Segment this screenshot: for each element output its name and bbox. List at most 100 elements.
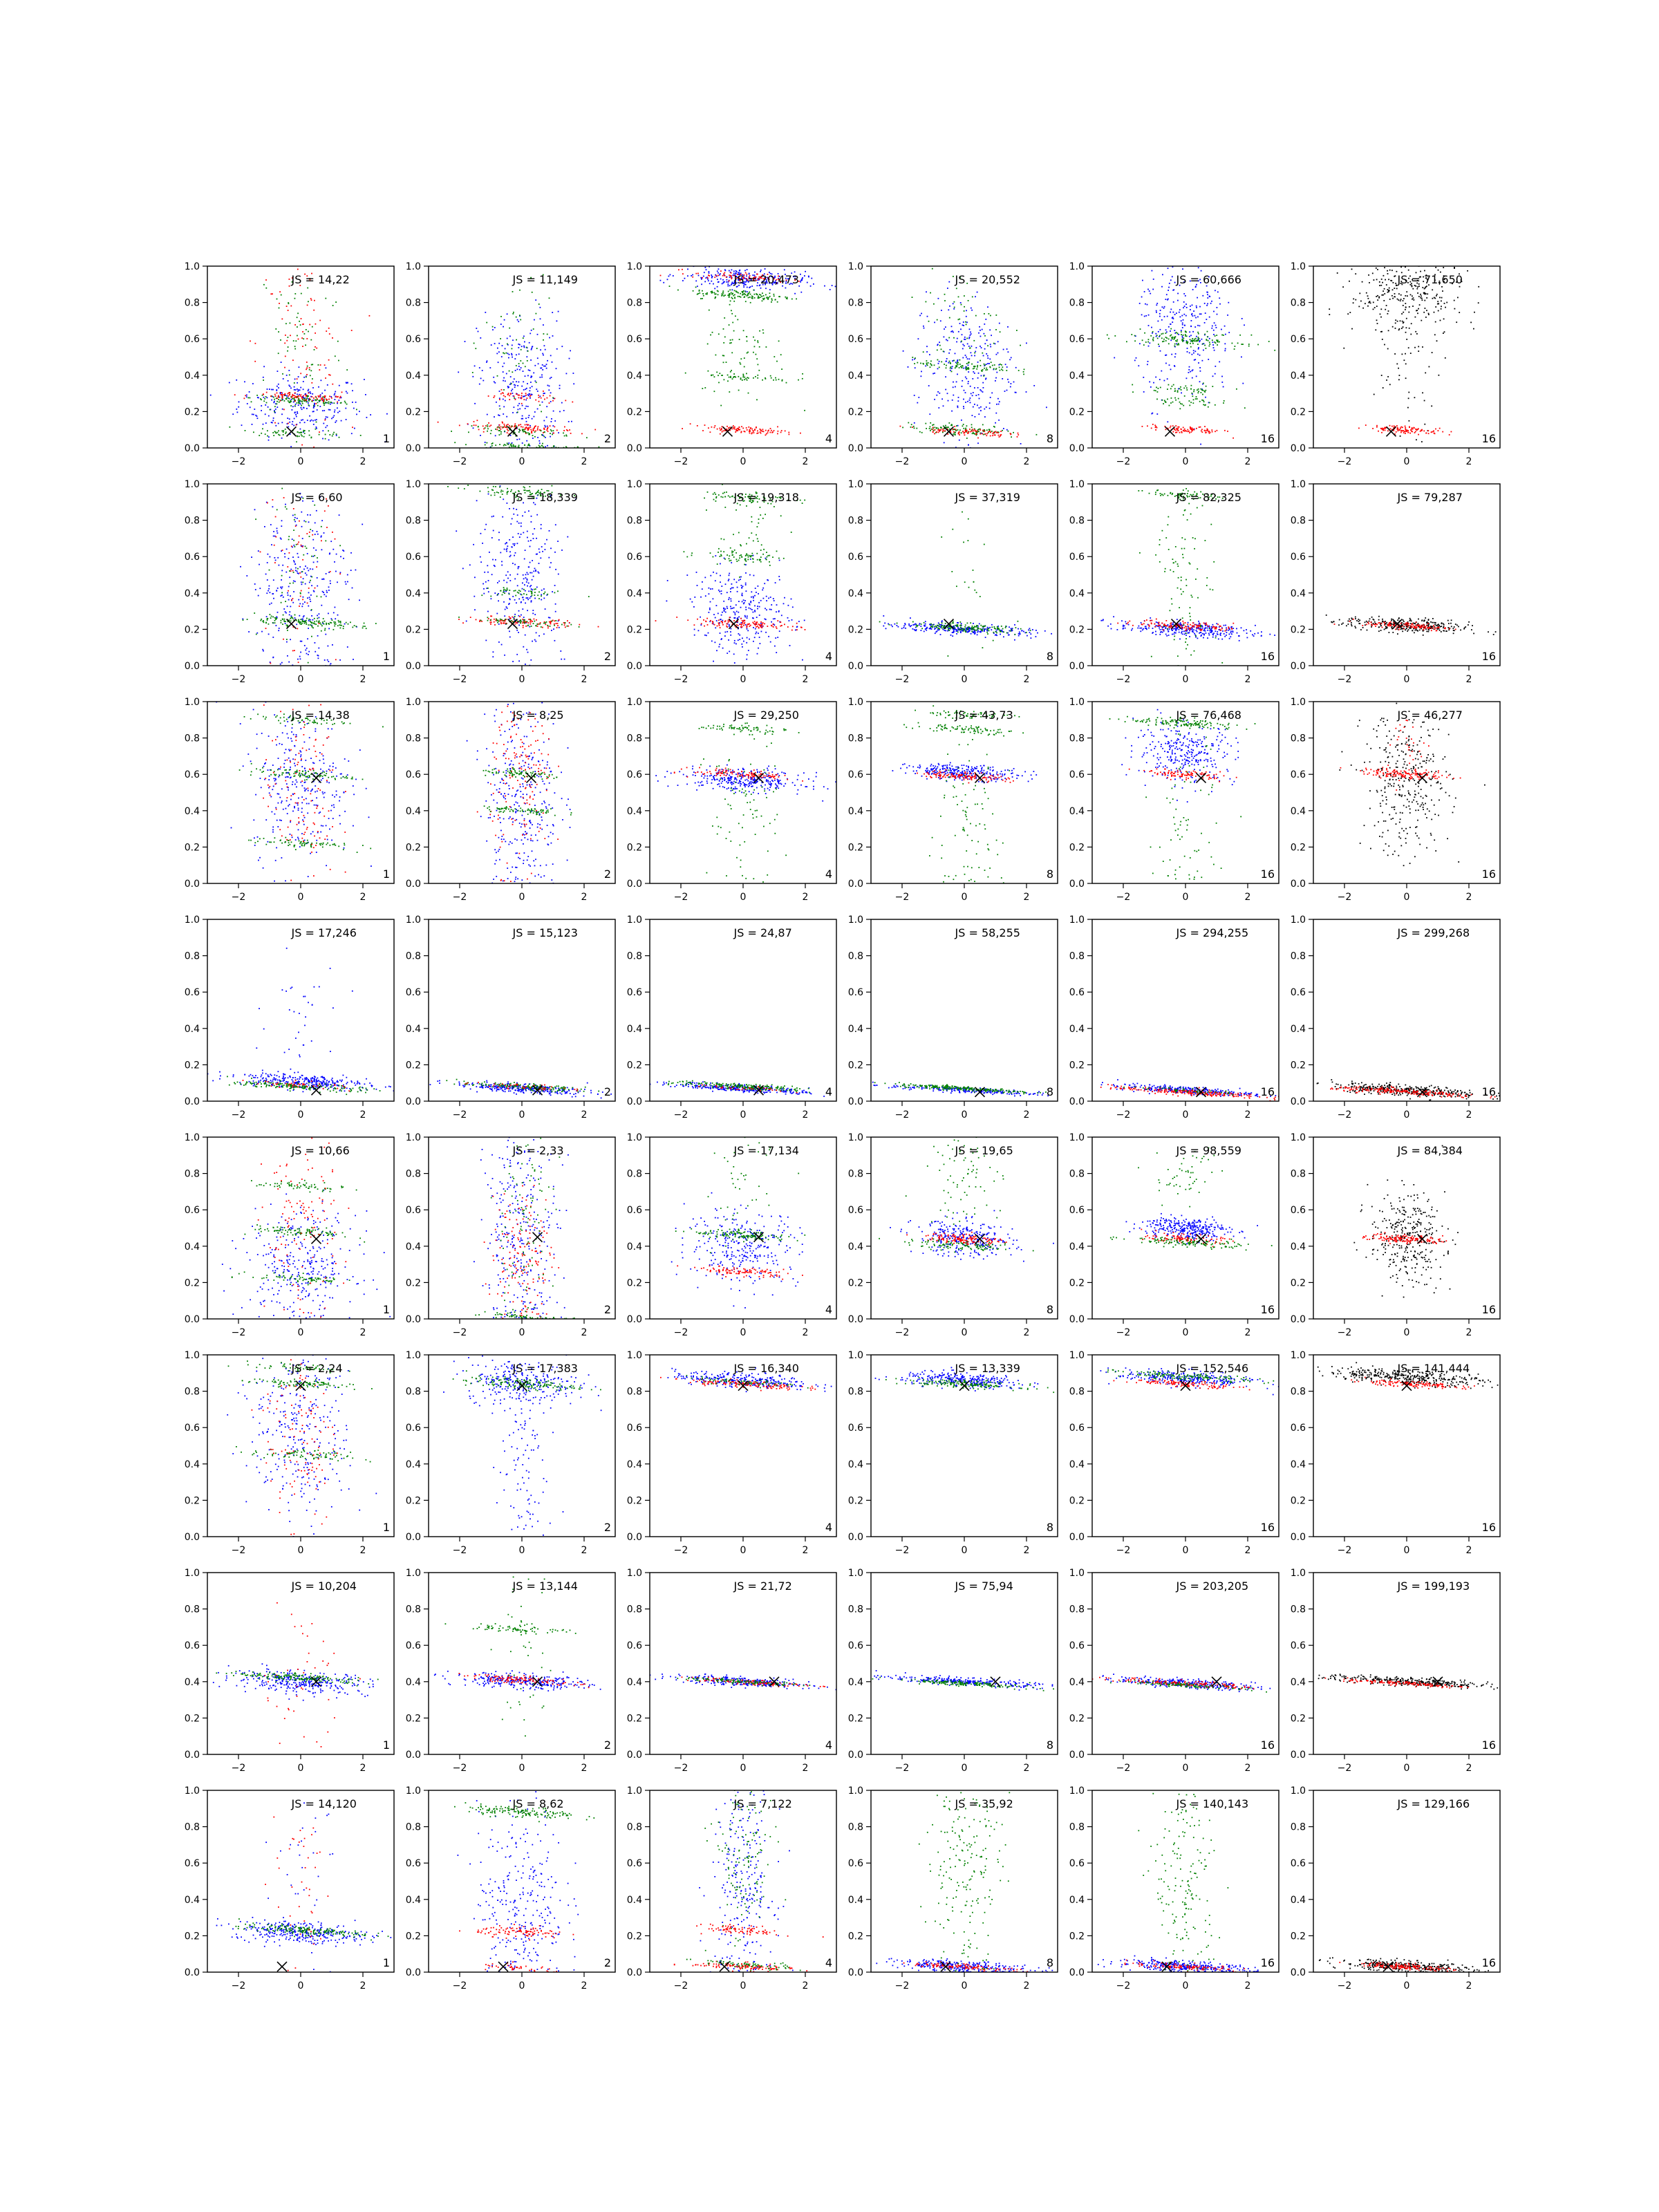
scatter-point: [958, 367, 960, 368]
scatter-point: [1156, 391, 1159, 393]
scatter-point: [362, 626, 364, 627]
scatter-point: [1002, 369, 1004, 371]
scatter-point: [765, 288, 767, 290]
scatter-points: [899, 268, 1047, 448]
scatter-point: [771, 283, 774, 285]
scatter-point: [308, 597, 310, 599]
scatter-point: [286, 639, 288, 640]
scatter-point: [1233, 348, 1235, 350]
scatter-point: [310, 594, 312, 596]
scatter-point: [514, 431, 516, 433]
scatter-point: [1443, 267, 1445, 268]
scatter-point: [479, 619, 481, 621]
scatter-point: [330, 622, 332, 624]
scatter-point: [557, 620, 559, 622]
scatter-point: [512, 339, 514, 341]
scatter-point: [292, 401, 294, 403]
scatter-point: [1428, 284, 1430, 286]
scatter-point: [494, 343, 496, 344]
scatter-point: [263, 650, 264, 652]
scatter-point: [494, 618, 495, 620]
scatter-point: [276, 371, 279, 372]
scatter-point: [261, 410, 262, 411]
scatter-point: [290, 570, 292, 572]
scatter-point: [736, 285, 738, 288]
scatter-point: [297, 268, 299, 270]
scatter-point: [735, 430, 738, 432]
scatter-point: [1236, 388, 1237, 390]
scatter-point: [697, 292, 699, 294]
scatter-point: [505, 352, 507, 354]
scatter-points: [429, 274, 600, 448]
scatter-point: [709, 431, 711, 433]
scatter-point: [505, 606, 507, 608]
scatter-point: [292, 650, 294, 652]
scatter-point: [945, 427, 946, 429]
scatter-point: [520, 534, 522, 535]
scatter-point: [919, 431, 921, 433]
scatter-point: [552, 397, 554, 399]
scatter-point: [512, 616, 514, 618]
scatter-point: [523, 502, 524, 504]
scatter-point: [1196, 398, 1198, 400]
scatter-point: [350, 621, 351, 624]
scatter-point: [509, 556, 511, 558]
scatter-point: [543, 354, 544, 356]
scatter-point: [303, 397, 305, 399]
scatter-point: [553, 623, 555, 625]
scatter-point: [1168, 290, 1169, 291]
scatter-point: [473, 421, 475, 422]
scatter-point: [976, 291, 978, 293]
scatter-point: [695, 286, 697, 288]
scatter-point: [1114, 357, 1116, 359]
scatter-point: [1192, 350, 1194, 352]
scatter-point: [530, 585, 532, 586]
scatter-point: [948, 352, 950, 354]
scatter-point: [762, 298, 764, 300]
scatter-point: [530, 600, 532, 602]
scatter-point: [285, 571, 288, 573]
scatter-point: [486, 321, 488, 324]
scatter-point: [1416, 261, 1418, 262]
scatter-point: [308, 395, 309, 397]
scatter-point: [973, 430, 974, 432]
scatter-point: [524, 590, 526, 592]
scatter-point: [736, 276, 738, 279]
scatter-point: [760, 287, 762, 289]
scatter-point: [964, 392, 966, 393]
scatter-point: [272, 535, 274, 537]
scatter-point: [946, 364, 947, 366]
scatter-point: [283, 400, 285, 402]
scatter-point: [328, 628, 330, 630]
scatter-point: [311, 400, 313, 402]
scatter-point: [811, 277, 813, 279]
scatter-point: [517, 568, 519, 570]
scatter-point: [531, 348, 533, 349]
scatter-point: [1382, 429, 1384, 431]
scatter-point: [1143, 377, 1145, 378]
scatter-point: [735, 315, 736, 317]
scatter-point: [285, 601, 286, 602]
scatter-point: [506, 427, 508, 429]
scatter-point: [1173, 338, 1175, 340]
scatter-point: [321, 410, 324, 412]
scatter-point: [1217, 291, 1219, 293]
scatter-point: [256, 397, 259, 398]
scatter-point: [351, 587, 353, 589]
scatter-point: [738, 429, 739, 431]
scatter-point: [751, 428, 753, 430]
scatter-point: [534, 528, 536, 529]
scatter-point: [513, 513, 515, 515]
scatter-point: [516, 521, 518, 523]
scatter-point: [700, 276, 702, 279]
scatter-point: [1173, 337, 1175, 339]
scatter-point: [491, 615, 493, 617]
scatter-point: [250, 401, 252, 403]
scatter-point: [530, 429, 532, 431]
scatter-point: [1183, 324, 1185, 326]
scatter-point: [288, 279, 290, 280]
scatter-point: [530, 359, 532, 361]
scatter-point: [487, 395, 489, 397]
scatter-point: [306, 396, 308, 397]
scatter-point: [516, 439, 518, 440]
